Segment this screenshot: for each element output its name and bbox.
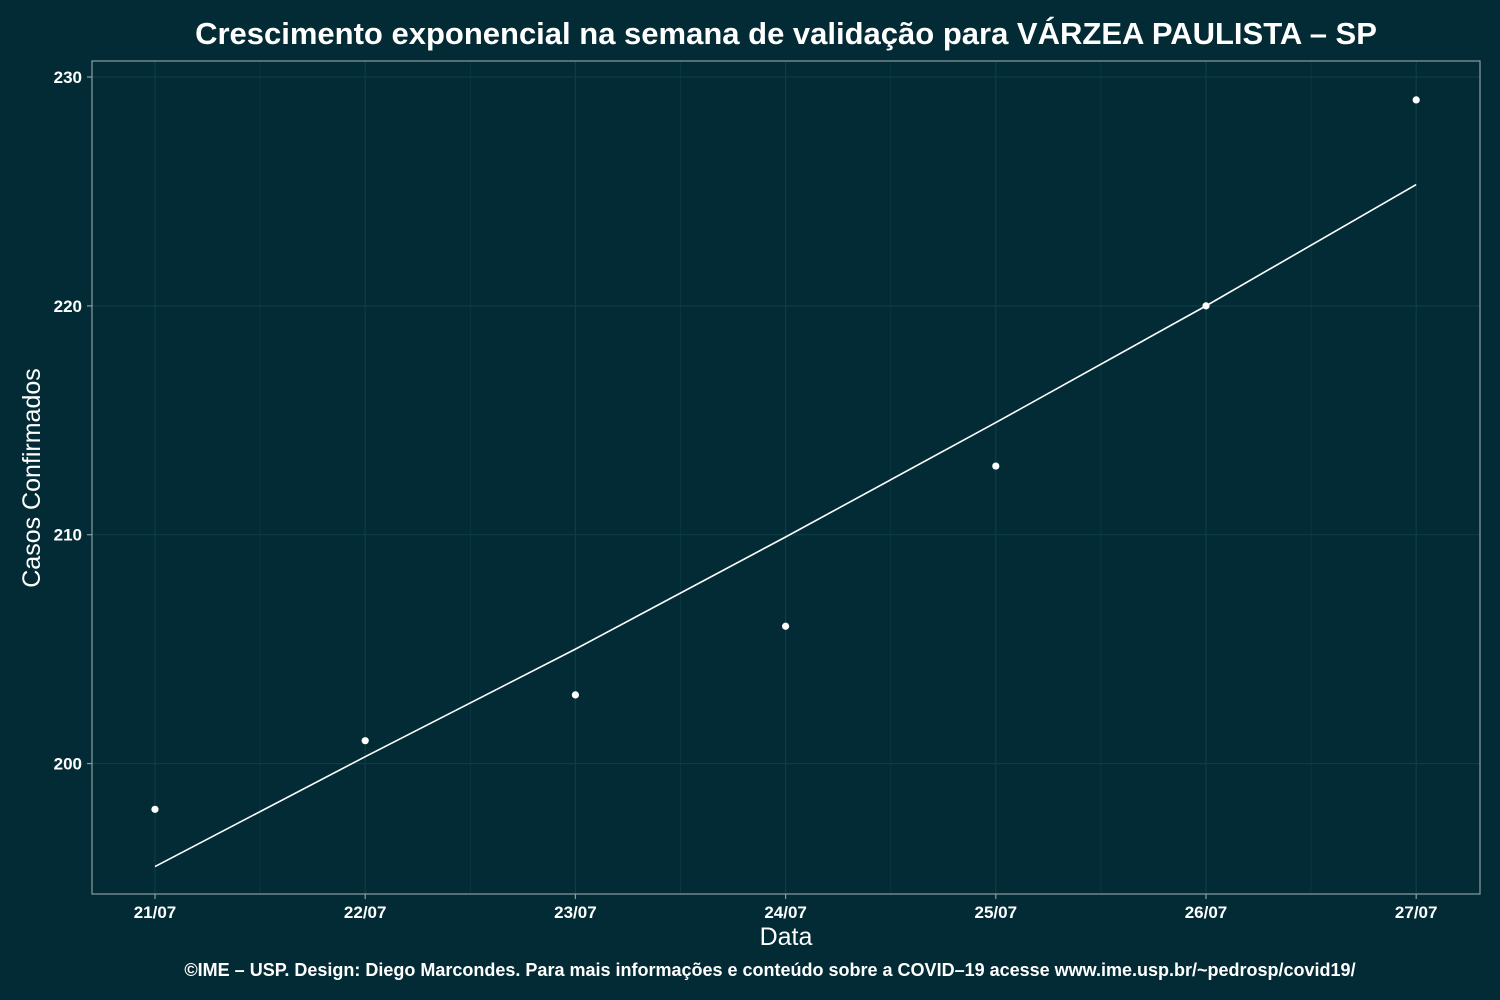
x-tick-label: 21/07: [134, 903, 177, 922]
data-point: [992, 462, 1000, 470]
y-axis-label: Casos Confirmados: [18, 368, 46, 588]
points-layer: [151, 96, 1420, 813]
x-axis-label: Data: [760, 923, 813, 951]
y-tick-label: 200: [54, 755, 82, 774]
x-axis-ticks: 21/07 22/07 23/07 24/07 25/07 26/07 27/07: [134, 894, 1438, 922]
y-tick-label: 230: [54, 68, 82, 87]
grid-lines: [92, 61, 1480, 894]
data-point: [151, 805, 159, 813]
y-tick-label: 210: [54, 526, 82, 545]
chart-caption: ©IME – USP. Design: Diego Marcondes. Par…: [184, 960, 1355, 980]
data-point: [361, 737, 369, 745]
y-tick-label: 220: [54, 297, 82, 316]
data-point: [1412, 96, 1420, 104]
data-point: [782, 622, 790, 630]
x-tick-label: 22/07: [344, 903, 387, 922]
x-tick-label: 23/07: [554, 903, 597, 922]
chart-title: Crescimento exponencial na semana de val…: [195, 16, 1377, 51]
data-point: [571, 691, 580, 699]
y-axis-ticks: 200 210 220 230: [54, 68, 92, 774]
x-tick-label: 25/07: [975, 903, 1018, 922]
x-tick-label: 27/07: [1395, 903, 1438, 922]
data-point: [1202, 302, 1210, 310]
x-tick-label: 26/07: [1185, 903, 1228, 922]
x-tick-label: 24/07: [764, 903, 807, 922]
